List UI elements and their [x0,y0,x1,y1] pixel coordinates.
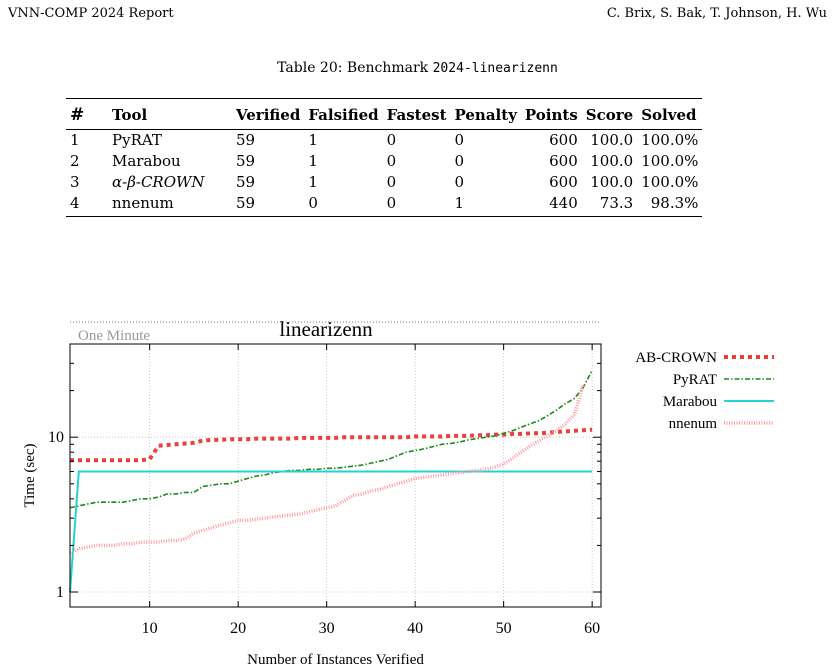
cell-verified: 59 [236,152,256,170]
series-line-nnenum [69,383,585,555]
col-falsified: Falsified [304,98,383,130]
cell-fastest: 0 [386,152,397,170]
chart-series [69,370,593,593]
running-header-left: VNN-COMP 2024 Report [8,6,174,21]
one-minute-label: One Minute [78,328,150,344]
x-tick-label: 60 [584,620,600,637]
cell-tool: nnenum [108,193,232,217]
legend-label: PyRAT [673,372,717,388]
cell-solved: 100.0% [641,173,699,191]
caption-prefix: Table 20: Benchmark [277,60,433,76]
col-tool: Tool [108,98,232,130]
plot-frame [69,343,602,608]
series-line-pyrat [69,370,593,509]
col-solved: Solved [637,98,703,130]
y-tick-label: 10 [48,429,64,446]
table-row: 4 nnenum 59 0 0 1 440 73.3 98.3% [66,193,703,217]
cell-score: 100.0 [590,131,634,149]
cell-score: 73.3 [581,193,638,217]
cell-falsified: 1 [308,173,318,191]
caption-benchmark-name: 2024-linearizenn [432,61,558,76]
chart-grid [70,344,601,607]
cell-verified: 59 [236,173,256,191]
cell-verified: 59 [236,131,256,149]
cell-falsified: 0 [304,193,383,217]
y-tick-label: 1 [56,584,64,601]
x-tick-label: 50 [496,620,512,637]
x-axis-label: Number of Instances Verified [247,652,424,668]
col-points: Points [520,98,582,130]
cell-rank: 3 [70,173,80,191]
cell-solved: 100.0% [641,152,699,170]
chart-title: linearizenn [279,317,373,341]
cell-solved: 98.3% [637,193,703,217]
table-row: 3 α-β-CROWN 59 1 0 0 600 100.0 100.0% [66,172,702,193]
cell-tool: Marabou [112,152,181,170]
cell-verified: 59 [232,193,305,217]
cell-tool: α-β-CROWN [112,173,205,191]
cell-score: 100.0 [590,152,634,170]
x-tick-label: 10 [142,620,158,637]
runtime-chart: One Minute linearizenn 10 20 30 40 50 60 1 10 N… [22,317,774,668]
cell-rank: 2 [70,152,80,170]
x-tick-label: 30 [319,620,335,637]
legend-label: nnenum [669,416,718,432]
cell-penalty: 0 [454,131,465,149]
table-caption: Table 20: Benchmark 2024-linearizenn [0,60,835,76]
cell-penalty: 0 [454,173,465,191]
col-penalty: Penalty [450,98,521,130]
cell-falsified: 1 [308,152,318,170]
cell-fastest: 0 [386,173,397,191]
col-score: Score [581,98,638,130]
x-tick-label: 20 [230,620,246,637]
cell-points: 440 [520,193,582,217]
table-row: 2 Marabou 59 1 0 0 600 100.0 100.0% [66,151,702,172]
series-line-ab-crown [70,427,593,463]
table-header-row: # Tool Verified Falsified Fastest Penalt… [66,98,703,130]
cell-solved: 100.0% [641,131,699,149]
x-tick-label: 40 [407,620,423,637]
col-verified: Verified [232,98,305,130]
running-header-right: C. Brix, S. Bak, T. Johnson, H. Wu [606,6,827,21]
cell-points: 600 [549,131,578,149]
legend-label: Marabou [663,394,718,410]
cell-fastest: 0 [386,131,397,149]
col-rank: # [66,98,108,130]
table-row: 1 PyRAT 59 1 0 0 600 100.0 100.0% [66,130,702,152]
cell-falsified: 1 [308,131,318,149]
cell-score: 100.0 [590,173,634,191]
legend-label: AB-CROWN [635,350,717,366]
chart-legend: AB-CROWN PyRAT Marabou nnenum [635,350,774,432]
cell-points: 600 [549,173,578,191]
series-line-marabou [69,470,593,593]
cell-penalty: 1 [450,193,521,217]
chart-ticks: 10 20 30 40 50 60 1 10 [48,344,601,637]
results-table: # Tool Verified Falsified Fastest Penalt… [66,98,703,217]
cell-rank: 1 [70,131,80,149]
cell-fastest: 0 [382,193,451,217]
cell-tool: PyRAT [112,131,162,149]
y-axis-label: Time (sec) [22,443,38,507]
col-fastest: Fastest [382,98,451,130]
cell-rank: 4 [66,193,108,217]
cell-penalty: 0 [454,152,465,170]
cell-points: 600 [549,152,578,170]
